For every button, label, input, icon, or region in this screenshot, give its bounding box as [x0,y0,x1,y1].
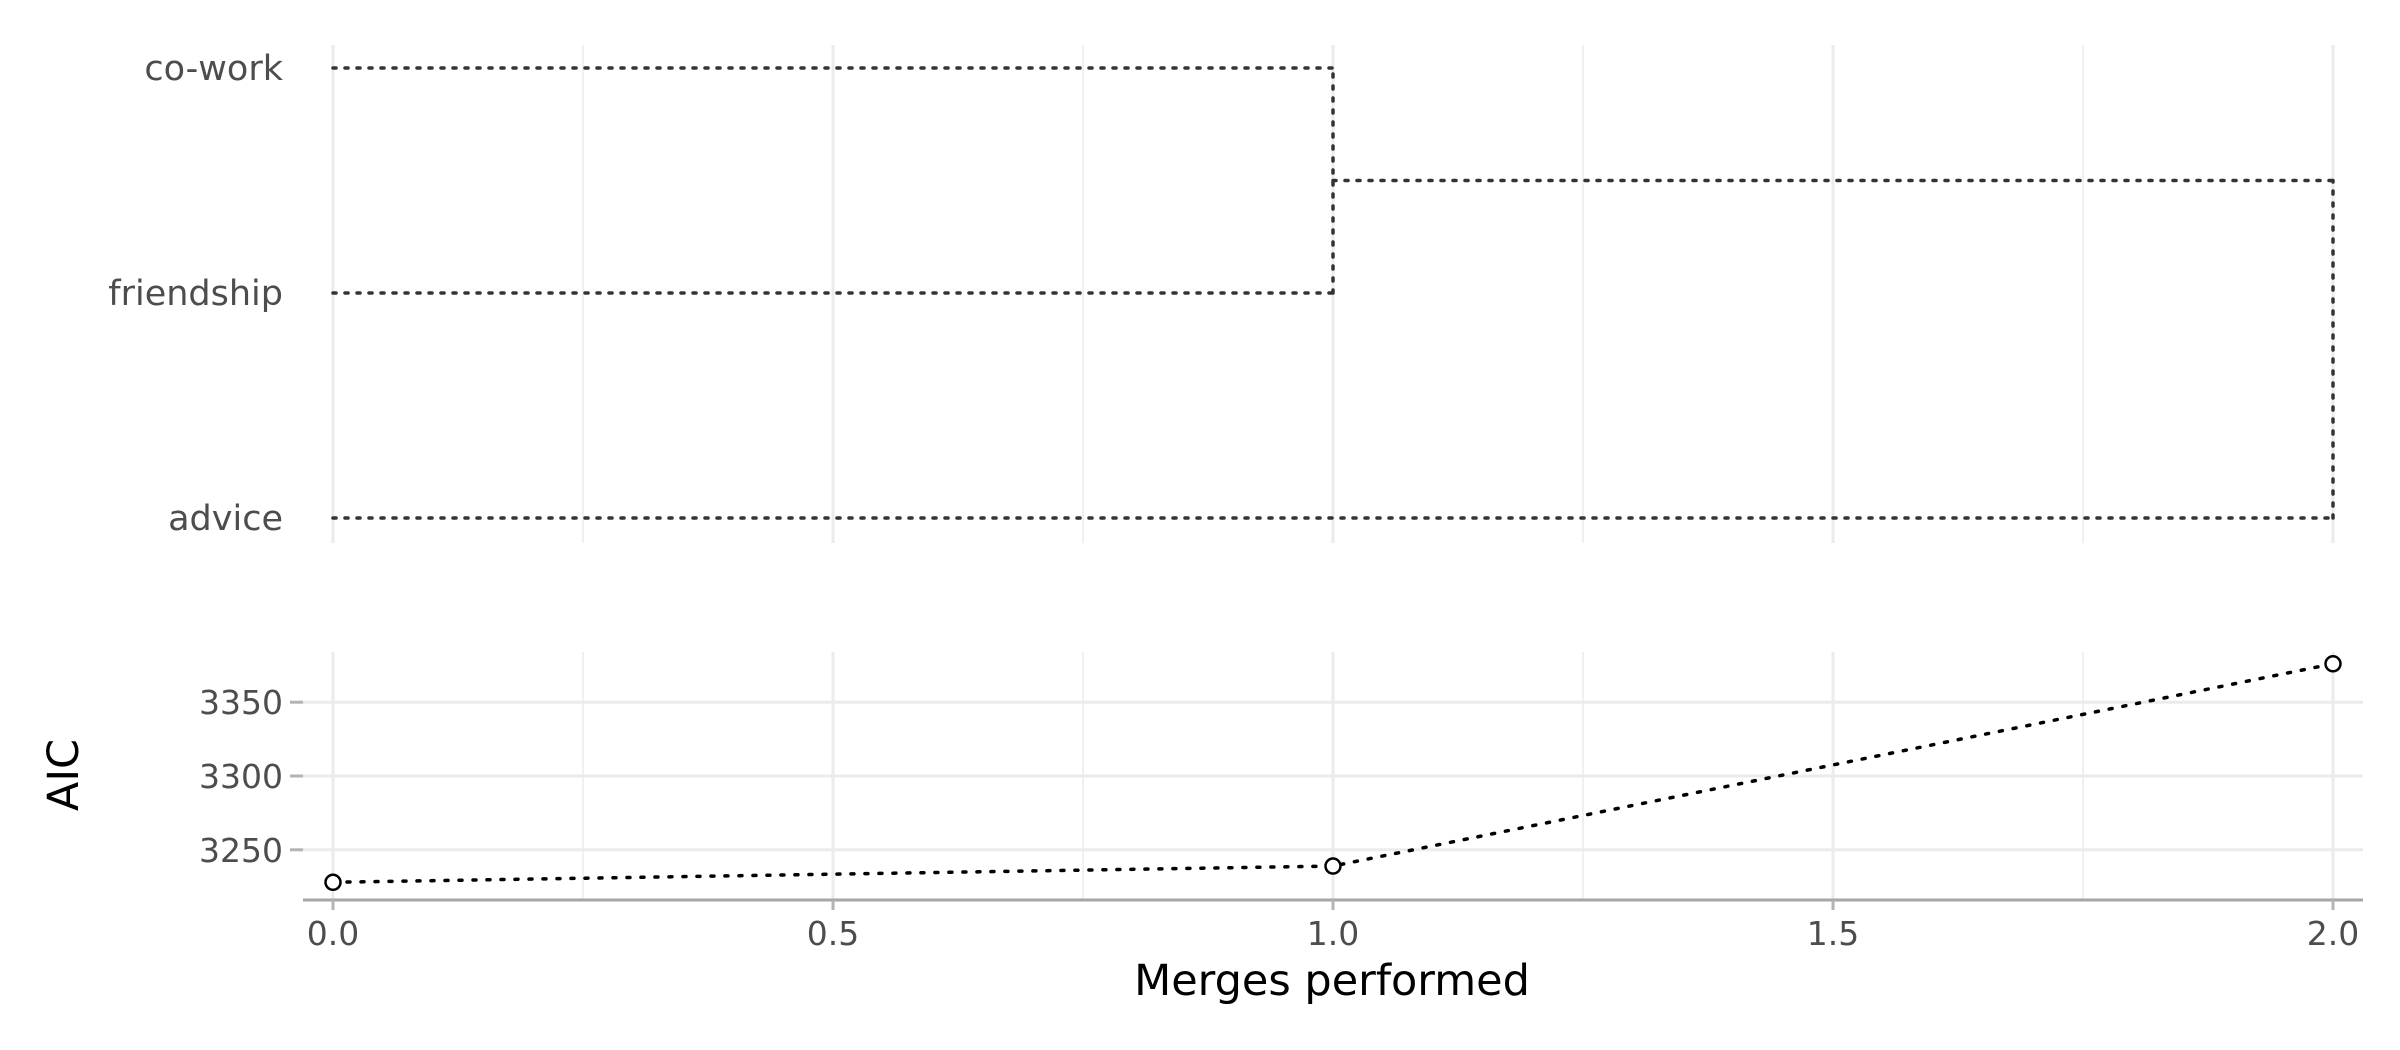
aic-data-point [2324,655,2342,673]
x-axis-title: Merges performed [1134,956,1530,1006]
aic-series-line [331,662,2335,885]
y-tick-label: 3350 [199,683,283,722]
dendrogram-leaf-label: co-work [144,49,283,89]
aic-data-point [1324,857,1342,875]
dendrogram-leaf-label: friendship [108,274,283,314]
aic-grid [303,652,2363,900]
aic-panel: 3250 3300 3350 0.0 0.5 1.0 1.5 2.0 Merges perfo… [39,652,2363,1006]
aic-axes [290,700,2363,910]
y-axis-title: AIC [39,739,89,811]
x-tick-label: 0.0 [307,914,359,953]
x-tick-label: 0.5 [807,914,859,953]
x-tick-label: 1.0 [1307,914,1359,953]
dendrogram-leaf-label: advice [168,499,283,539]
dendrogram-panel: advice friendship co-work [108,45,2335,543]
y-tick-label: 3300 [199,757,283,796]
dendrogram-leaf-labels: advice friendship co-work [108,49,283,539]
dendrogram-lines [331,66,2335,520]
y-tick-label: 3250 [199,831,283,870]
aic-series [324,655,2342,892]
x-tick-label: 1.5 [1807,914,1859,953]
x-tick-label: 2.0 [2307,914,2359,953]
aic-data-point [324,873,342,892]
aic-tick-labels: 3250 3300 3350 0.0 0.5 1.0 1.5 2.0 [199,683,2359,953]
